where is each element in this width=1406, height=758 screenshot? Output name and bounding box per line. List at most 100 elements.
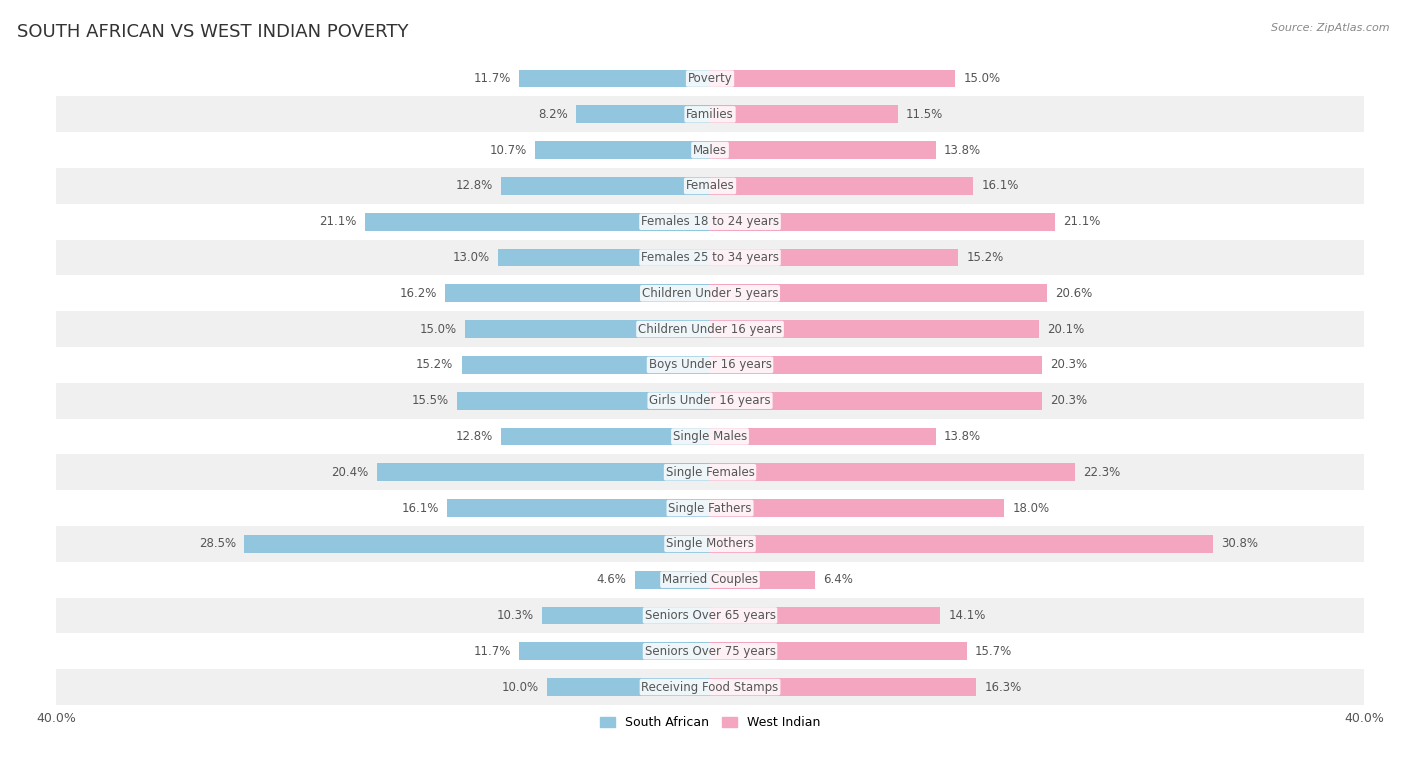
Bar (501, 428, 710, 446)
Bar (56, 454, 1364, 490)
Bar (576, 105, 710, 124)
Bar (56, 204, 1364, 240)
Bar (710, 356, 1042, 374)
Text: 16.3%: 16.3% (984, 681, 1022, 694)
Bar (498, 249, 710, 267)
Text: 8.2%: 8.2% (538, 108, 568, 121)
Text: 21.1%: 21.1% (1063, 215, 1101, 228)
Text: Children Under 5 years: Children Under 5 years (641, 287, 779, 300)
Text: 14.1%: 14.1% (949, 609, 986, 622)
Text: Females 18 to 24 years: Females 18 to 24 years (641, 215, 779, 228)
Bar (446, 284, 710, 302)
Text: 20.1%: 20.1% (1046, 323, 1084, 336)
Text: Single Females: Single Females (665, 465, 755, 479)
Bar (501, 177, 710, 195)
Text: 30.8%: 30.8% (1222, 537, 1258, 550)
Text: 10.7%: 10.7% (489, 143, 527, 157)
Text: 16.1%: 16.1% (981, 180, 1019, 193)
Text: Females 25 to 34 years: Females 25 to 34 years (641, 251, 779, 264)
Text: 21.1%: 21.1% (319, 215, 357, 228)
Bar (56, 526, 1364, 562)
Text: SOUTH AFRICAN VS WEST INDIAN POVERTY: SOUTH AFRICAN VS WEST INDIAN POVERTY (17, 23, 408, 41)
Bar (56, 132, 1364, 168)
Bar (56, 312, 1364, 347)
Text: Source: ZipAtlas.com: Source: ZipAtlas.com (1271, 23, 1389, 33)
Bar (710, 606, 941, 625)
Bar (710, 535, 1213, 553)
Text: Families: Families (686, 108, 734, 121)
Bar (636, 571, 710, 589)
Bar (56, 168, 1364, 204)
Text: 20.3%: 20.3% (1050, 394, 1087, 407)
Text: 20.4%: 20.4% (332, 465, 368, 479)
Text: 22.3%: 22.3% (1083, 465, 1121, 479)
Bar (245, 535, 710, 553)
Text: Poverty: Poverty (688, 72, 733, 85)
Text: 16.1%: 16.1% (401, 502, 439, 515)
Text: Girls Under 16 years: Girls Under 16 years (650, 394, 770, 407)
Text: Single Males: Single Males (673, 430, 747, 443)
Bar (519, 70, 710, 87)
Text: Seniors Over 75 years: Seniors Over 75 years (644, 645, 776, 658)
Bar (710, 320, 1039, 338)
Bar (56, 490, 1364, 526)
Bar (519, 642, 710, 660)
Bar (710, 571, 814, 589)
Legend: South African, West Indian: South African, West Indian (595, 711, 825, 735)
Bar (56, 275, 1364, 312)
Text: 10.0%: 10.0% (502, 681, 538, 694)
Text: 11.7%: 11.7% (474, 72, 510, 85)
Text: 4.6%: 4.6% (596, 573, 627, 586)
Bar (366, 213, 710, 230)
Bar (377, 463, 710, 481)
Text: 16.2%: 16.2% (399, 287, 437, 300)
Text: 18.0%: 18.0% (1012, 502, 1049, 515)
Bar (56, 240, 1364, 275)
Text: 15.2%: 15.2% (967, 251, 1004, 264)
Text: 15.0%: 15.0% (963, 72, 1001, 85)
Text: 11.7%: 11.7% (474, 645, 510, 658)
Bar (465, 320, 710, 338)
Bar (710, 70, 955, 87)
Bar (56, 383, 1364, 418)
Bar (56, 597, 1364, 634)
Text: Receiving Food Stamps: Receiving Food Stamps (641, 681, 779, 694)
Text: 15.0%: 15.0% (419, 323, 457, 336)
Text: 10.3%: 10.3% (496, 609, 533, 622)
Text: 20.3%: 20.3% (1050, 359, 1087, 371)
Text: 15.2%: 15.2% (416, 359, 453, 371)
Bar (547, 678, 710, 696)
Bar (710, 463, 1074, 481)
Text: Females: Females (686, 180, 734, 193)
Bar (56, 634, 1364, 669)
Bar (710, 642, 967, 660)
Bar (56, 418, 1364, 454)
Bar (536, 141, 710, 159)
Bar (457, 392, 710, 409)
Text: 12.8%: 12.8% (456, 430, 492, 443)
Bar (710, 678, 976, 696)
Bar (710, 284, 1046, 302)
Bar (710, 213, 1054, 230)
Text: Children Under 16 years: Children Under 16 years (638, 323, 782, 336)
Bar (710, 499, 1004, 517)
Bar (710, 428, 935, 446)
Bar (56, 347, 1364, 383)
Bar (447, 499, 710, 517)
Bar (56, 61, 1364, 96)
Text: 13.0%: 13.0% (453, 251, 489, 264)
Text: 11.5%: 11.5% (905, 108, 943, 121)
Text: 28.5%: 28.5% (198, 537, 236, 550)
Bar (710, 177, 973, 195)
Text: Married Couples: Married Couples (662, 573, 758, 586)
Text: 6.4%: 6.4% (823, 573, 852, 586)
Bar (56, 562, 1364, 597)
Bar (710, 141, 935, 159)
Text: 13.8%: 13.8% (943, 143, 981, 157)
Bar (710, 392, 1042, 409)
Text: Single Mothers: Single Mothers (666, 537, 754, 550)
Bar (541, 606, 710, 625)
Bar (710, 105, 898, 124)
Text: Boys Under 16 years: Boys Under 16 years (648, 359, 772, 371)
Bar (56, 96, 1364, 132)
